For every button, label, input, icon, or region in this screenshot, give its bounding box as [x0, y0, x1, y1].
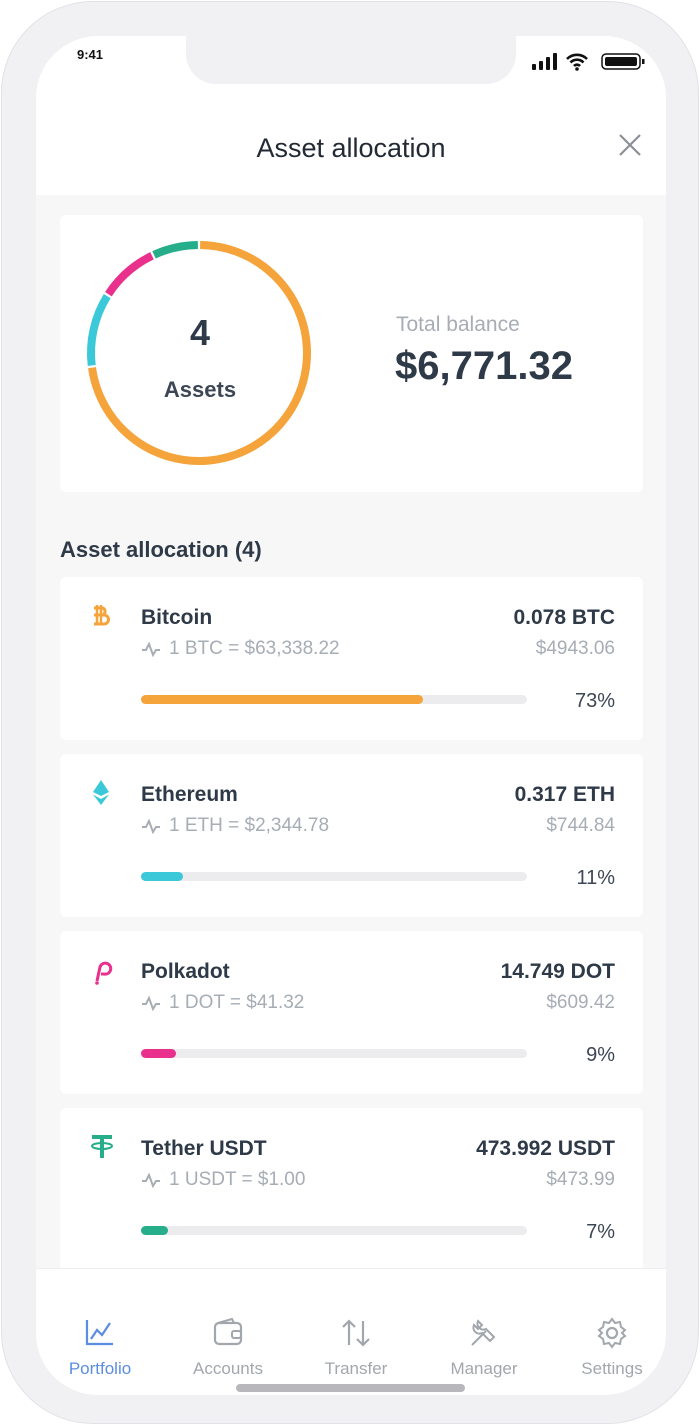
asset-amount: 0.317 ETH	[514, 783, 615, 806]
balance-label: Total balance	[396, 313, 520, 336]
asset-rate: 1 ETH = $2,344.78	[169, 815, 330, 836]
share-label: 73%	[574, 690, 615, 712]
notch	[186, 36, 516, 84]
rate-icon	[142, 1172, 160, 1188]
asset-amount: 473.992 USDT	[476, 1137, 615, 1160]
share-bar	[141, 695, 423, 704]
tab-label: Settings	[581, 1359, 643, 1378]
share-bar	[141, 1049, 176, 1058]
status-time: 9:41	[77, 47, 104, 62]
tab-label: Manager	[450, 1359, 518, 1378]
close-button[interactable]	[618, 133, 642, 157]
asset-count-label: Assets	[163, 377, 237, 402]
asset-rate: 1 DOT = $41.32	[169, 992, 305, 1013]
asset-fiat: $744.84	[546, 815, 615, 836]
tab-icon	[85, 1320, 113, 1346]
asset-icon	[91, 1135, 113, 1158]
asset-fiat: $4943.06	[535, 638, 615, 659]
asset-rate: 1 BTC = $63,338.22	[169, 638, 340, 659]
tab[interactable]: Transfer	[292, 1269, 420, 1395]
tab-label: Transfer	[324, 1359, 388, 1378]
tab-label: Portfolio	[68, 1359, 132, 1378]
asset-name: Ethereum	[141, 783, 238, 806]
asset-icon	[95, 961, 113, 985]
donut-segment	[152, 241, 199, 259]
tab[interactable]: Accounts	[164, 1269, 292, 1395]
page-title: Asset allocation	[256, 133, 446, 163]
asset-card[interactable]: Tether USDT 1 USDT = $1.00 473.992 USDT $47…	[60, 1108, 643, 1271]
asset-count: 4	[189, 312, 211, 353]
share-track	[141, 695, 527, 704]
tab-icon	[342, 1319, 370, 1347]
share-track	[141, 1049, 527, 1058]
asset-card[interactable]: Ethereum 1 ETH = $2,344.78 0.317 ETH $744.8…	[60, 754, 643, 917]
tab[interactable]: Settings	[548, 1269, 666, 1395]
asset-card[interactable]: Polkadot 1 DOT = $41.32 14.749 DOT $609.42 9…	[60, 931, 643, 1094]
asset-rate: 1 USDT = $1.00	[169, 1169, 306, 1190]
share-track	[141, 872, 527, 881]
share-bar	[141, 1226, 169, 1235]
screen: Asset allocation 9:41 4 Assets Total bal…	[36, 36, 666, 1395]
tab-icon	[597, 1317, 627, 1349]
asset-name: Bitcoin	[141, 606, 213, 629]
asset-name: Polkadot	[141, 960, 230, 983]
asset-icon	[94, 605, 110, 626]
tab-icon	[213, 1317, 243, 1346]
share-label: 7%	[586, 1221, 615, 1243]
tab-bar: Portfolio Accounts Transfer Manager Settings	[36, 1268, 666, 1395]
tab[interactable]: Portfolio	[36, 1269, 164, 1395]
tab-label: Accounts	[193, 1359, 263, 1378]
share-bar	[141, 872, 184, 881]
donut-segment	[88, 241, 311, 465]
share-label: 11%	[576, 867, 615, 889]
asset-card[interactable]: Bitcoin 1 BTC = $63,338.22 0.078 BTC $4943.…	[60, 577, 643, 740]
allocation-donut	[87, 241, 311, 465]
asset-icon	[93, 780, 109, 805]
section-title: Asset allocation (4)	[60, 537, 262, 562]
asset-fiat: $473.99	[546, 1169, 615, 1190]
share-track	[141, 1226, 527, 1235]
donut-segment	[87, 293, 111, 366]
status-icons	[532, 53, 645, 71]
rate-icon	[142, 818, 160, 834]
home-indicator	[236, 1384, 465, 1392]
donut-segment	[105, 252, 154, 297]
asset-name: Tether USDT	[141, 1137, 267, 1160]
balance-value: $6,771.32	[395, 344, 573, 388]
asset-amount: 14.749 DOT	[500, 960, 615, 983]
rate-icon	[142, 641, 160, 657]
tab-icon	[471, 1319, 496, 1346]
summary-card: 4 Assets Total balance $6,771.32	[60, 215, 643, 492]
asset-amount: 0.078 BTC	[513, 606, 615, 629]
share-label: 9%	[586, 1044, 615, 1066]
tab[interactable]: Manager	[420, 1269, 548, 1395]
asset-fiat: $609.42	[546, 992, 615, 1013]
rate-icon	[142, 995, 160, 1011]
